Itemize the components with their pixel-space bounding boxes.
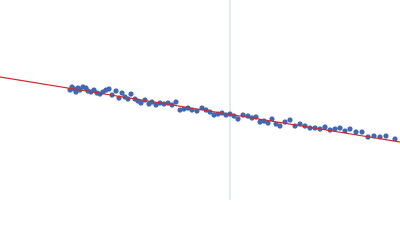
- data-point: [337, 125, 343, 131]
- data-point: [73, 89, 79, 95]
- data-point: [128, 91, 134, 97]
- data-point: [383, 133, 389, 139]
- fit-line: [0, 76, 400, 143]
- data-point: [257, 119, 263, 125]
- data-point: [347, 126, 353, 132]
- data-point: [269, 116, 275, 122]
- data-point: [106, 86, 112, 92]
- data-point: [287, 117, 293, 123]
- data-point: [153, 102, 159, 108]
- data-point: [265, 120, 271, 126]
- data-point: [353, 129, 359, 135]
- data-point: [322, 124, 328, 130]
- data-point: [277, 123, 283, 129]
- data-point: [392, 136, 398, 142]
- chart: [0, 0, 400, 200]
- data-point: [211, 112, 217, 118]
- data-point: [332, 126, 338, 132]
- data-point: [173, 99, 179, 105]
- data-point: [138, 100, 144, 106]
- data-point: [273, 121, 279, 127]
- data-point: [235, 116, 241, 122]
- data-point: [119, 90, 125, 96]
- data-point: [177, 107, 183, 113]
- data-point: [359, 129, 365, 135]
- data-point: [113, 88, 119, 94]
